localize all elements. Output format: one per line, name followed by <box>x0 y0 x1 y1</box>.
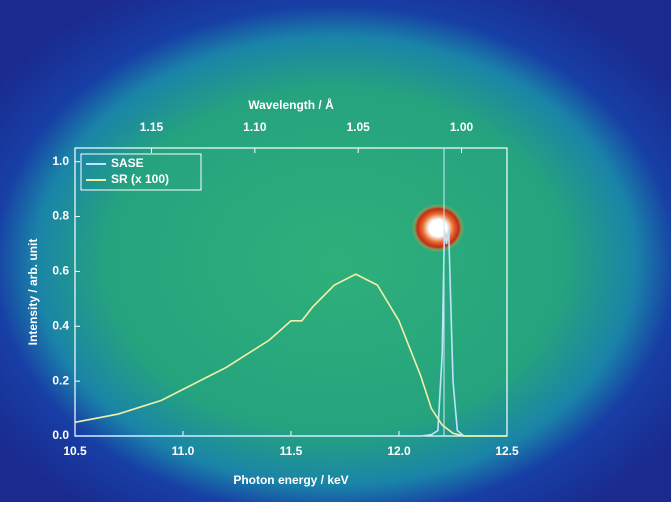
x-axis-label: Photon energy / keV <box>233 473 348 487</box>
x-tick-label: 12.0 <box>387 444 411 458</box>
legend-label: SASE <box>111 156 144 170</box>
x-tick-label: 11.0 <box>172 444 195 458</box>
y-tick-label: 1.0 <box>52 154 69 168</box>
x-tick-label: 11.5 <box>280 444 303 458</box>
x2-tick-label: 1.10 <box>243 120 267 134</box>
legend-label: SR (x 100) <box>111 172 169 186</box>
x2-axis-label: Wavelength / Å <box>248 97 334 112</box>
beam-spot <box>412 204 464 252</box>
x2-tick-label: 1.05 <box>346 120 370 134</box>
y-tick-label: 0.4 <box>52 318 69 332</box>
y-tick-label: 0.6 <box>52 264 69 278</box>
x-tick-label: 10.5 <box>63 444 87 458</box>
y-tick-label: 0.2 <box>52 373 69 387</box>
y-axis-label: Intensity / arb. unit <box>26 239 40 346</box>
y-tick-label: 0.0 <box>52 428 69 442</box>
x2-tick-label: 1.15 <box>140 120 164 134</box>
background <box>0 0 671 502</box>
chart: Photon energy / keV Wavelength / Å Inten… <box>0 0 671 502</box>
x-tick-label: 12.5 <box>495 444 519 458</box>
y-tick-label: 0.8 <box>52 209 69 223</box>
x2-tick-label: 1.00 <box>450 120 474 134</box>
